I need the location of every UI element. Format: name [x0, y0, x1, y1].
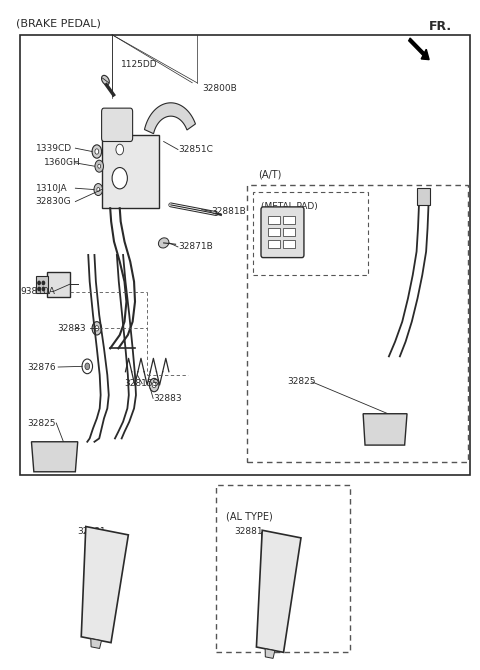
Text: 1310JA: 1310JA — [36, 184, 67, 193]
Polygon shape — [144, 103, 195, 134]
Circle shape — [112, 168, 127, 189]
Circle shape — [82, 359, 93, 374]
Circle shape — [98, 164, 101, 168]
Bar — [247, 185, 468, 462]
Text: 32825: 32825 — [288, 377, 316, 386]
Text: (AL TYPE): (AL TYPE) — [226, 511, 273, 521]
FancyBboxPatch shape — [261, 207, 304, 257]
Bar — [268, 228, 280, 237]
Text: (BRAKE PEDAL): (BRAKE PEDAL) — [16, 18, 101, 28]
Polygon shape — [32, 442, 78, 472]
FancyArrow shape — [408, 38, 429, 60]
Circle shape — [95, 149, 99, 154]
Text: 32825: 32825 — [28, 419, 56, 427]
FancyBboxPatch shape — [102, 108, 132, 141]
Text: 1360GH: 1360GH — [44, 158, 81, 168]
Bar — [283, 240, 295, 249]
Circle shape — [116, 144, 123, 155]
Text: (A/T): (A/T) — [258, 170, 281, 180]
Text: 1125DD: 1125DD — [120, 60, 157, 69]
Text: 93810A: 93810A — [21, 287, 55, 296]
Circle shape — [92, 145, 102, 158]
Text: 32881B: 32881B — [211, 207, 246, 216]
Circle shape — [95, 160, 104, 172]
Circle shape — [97, 188, 100, 192]
Circle shape — [42, 281, 45, 285]
Bar — [253, 192, 368, 275]
Text: (METAL PAD): (METAL PAD) — [262, 202, 318, 212]
Text: FR.: FR. — [429, 20, 452, 33]
Polygon shape — [363, 414, 407, 445]
Text: 32825: 32825 — [271, 216, 300, 224]
Circle shape — [95, 326, 99, 331]
Text: 32815S: 32815S — [124, 379, 159, 388]
Text: 32876: 32876 — [28, 362, 56, 372]
Circle shape — [94, 184, 103, 196]
Bar — [47, 271, 70, 297]
Polygon shape — [91, 639, 101, 649]
Bar — [268, 216, 280, 224]
Text: 32871B: 32871B — [178, 243, 213, 251]
Text: 32800B: 32800B — [202, 84, 237, 92]
Ellipse shape — [102, 75, 109, 85]
Bar — [283, 216, 295, 224]
FancyBboxPatch shape — [102, 135, 159, 208]
Text: 32883: 32883 — [153, 394, 182, 403]
Text: 32881: 32881 — [77, 527, 106, 536]
Polygon shape — [256, 530, 301, 653]
Circle shape — [42, 287, 45, 291]
Polygon shape — [81, 527, 128, 643]
Bar — [283, 228, 295, 237]
Bar — [216, 485, 350, 652]
Circle shape — [92, 322, 102, 335]
Circle shape — [38, 281, 40, 285]
Bar — [268, 240, 280, 249]
Text: 1339CD: 1339CD — [36, 143, 72, 153]
Bar — [417, 188, 430, 205]
Text: 32883: 32883 — [58, 324, 86, 333]
Bar — [36, 275, 48, 293]
Circle shape — [85, 363, 90, 370]
Bar — [20, 35, 470, 475]
Text: 32851C: 32851C — [178, 145, 213, 154]
Ellipse shape — [158, 238, 169, 248]
Circle shape — [149, 379, 159, 392]
Polygon shape — [265, 649, 275, 659]
Text: 32830G: 32830G — [36, 197, 72, 206]
Circle shape — [38, 287, 40, 291]
Circle shape — [152, 383, 156, 388]
Text: 32881: 32881 — [234, 527, 263, 536]
